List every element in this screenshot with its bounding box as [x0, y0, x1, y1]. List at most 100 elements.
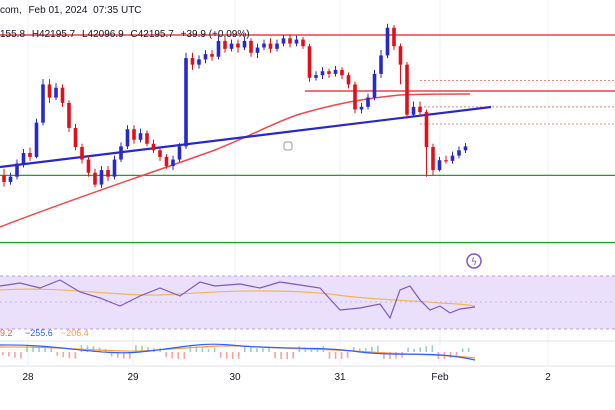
candle-body — [60, 87, 65, 103]
candle-body — [249, 40, 253, 53]
candle — [418, 101, 422, 117]
macd-histogram-bar — [389, 352, 391, 359]
candle — [171, 155, 175, 171]
candle — [353, 81, 357, 114]
alert-button[interactable]: ϟ — [466, 253, 482, 269]
candle — [372, 69, 377, 101]
candle-body — [210, 54, 214, 57]
time-axis: 28 29 30 31 Feb 2 — [22, 372, 551, 383]
macd-histogram-bar — [268, 346, 270, 352]
candle — [249, 38, 253, 57]
candle — [80, 143, 84, 164]
candle-body — [346, 75, 351, 85]
candle-body — [398, 46, 403, 65]
candle — [119, 142, 123, 163]
candle-body — [184, 58, 188, 147]
trendline-handle[interactable] — [283, 141, 293, 151]
macd-histogram-bar — [467, 348, 470, 352]
macd-histogram-bar — [352, 346, 355, 352]
candle-body — [262, 43, 266, 48]
macd-histogram-bar — [250, 346, 252, 352]
macd-histogram-bar — [80, 345, 83, 352]
macd-histogram-bar — [371, 346, 373, 352]
candle — [405, 62, 409, 119]
candle — [54, 83, 58, 101]
candle-body — [125, 129, 130, 147]
candle-body — [281, 38, 286, 44]
candle-body — [353, 84, 357, 110]
candle-body — [151, 143, 156, 151]
candle — [333, 65, 338, 77]
candle — [138, 128, 143, 143]
macd-histogram-bar — [413, 348, 415, 352]
candle-body — [138, 133, 143, 140]
macd-histogram-bar — [262, 348, 264, 352]
macd-histogram-bar — [383, 352, 385, 359]
candle-body — [145, 133, 149, 144]
macd-histogram-bar — [195, 346, 198, 352]
candle-body — [255, 47, 260, 53]
macd-histogram-bar — [358, 348, 361, 352]
candle-body — [444, 160, 448, 162]
macd-histogram-bar — [449, 352, 452, 359]
candle-body — [112, 159, 117, 177]
macd-histogram-bar — [207, 348, 210, 352]
candle-body — [73, 127, 78, 148]
candle — [431, 143, 435, 176]
candle — [340, 67, 344, 80]
candle — [223, 36, 227, 53]
macd-histogram-bar — [365, 348, 367, 352]
candle-body — [431, 147, 435, 171]
candle — [177, 143, 182, 163]
candle-body — [275, 43, 279, 49]
macd-histogram-bar — [340, 352, 343, 359]
candle-body — [216, 40, 221, 57]
macd-histogram-bar — [20, 352, 22, 359]
candle-body — [359, 106, 364, 110]
candle-body — [41, 84, 45, 123]
candle-body — [372, 73, 377, 98]
macd-histogram-bar — [141, 345, 143, 352]
candle — [242, 36, 247, 51]
candle-body — [93, 172, 97, 185]
macd-histogram-bar — [14, 352, 16, 358]
candle — [379, 50, 383, 78]
macd-histogram-bar — [38, 345, 40, 352]
candle-body — [223, 40, 227, 49]
candle — [93, 168, 97, 188]
candle — [437, 156, 442, 172]
macd-histogram-bar — [44, 346, 46, 352]
macd-histogram-bar — [431, 345, 434, 352]
chart-header: com, Feb 01, 2024 07:35 UTC — [0, 5, 142, 16]
candle — [424, 109, 429, 177]
candles — [2, 23, 468, 188]
candle — [359, 102, 364, 114]
candle — [106, 166, 110, 182]
alert-circle[interactable] — [466, 253, 482, 269]
candle — [67, 100, 71, 132]
candle-body — [164, 156, 169, 167]
open-value: 155.8 — [0, 29, 25, 40]
macd-line — [0, 343, 476, 361]
macd-label-3: −206.4 — [61, 328, 89, 338]
macd-histogram-bar — [32, 345, 34, 352]
macd-histogram-bar — [455, 352, 458, 358]
macd-histogram-bar — [461, 348, 464, 352]
high-value: H42195.7 — [32, 29, 76, 40]
candle — [398, 43, 403, 85]
candle-body — [67, 102, 71, 128]
candle-body — [418, 106, 422, 113]
candle — [346, 72, 351, 89]
macd-histogram-bar — [165, 352, 167, 358]
candle — [197, 55, 201, 69]
macd-histogram-bar — [346, 352, 349, 359]
candle — [236, 39, 240, 53]
candle-body — [457, 150, 461, 156]
macd-histogram-bar — [8, 352, 10, 357]
price-pane: ϟ com, Feb 01, 2024 07:35 UTC 155.8 H421… — [0, 0, 615, 366]
candle — [99, 166, 104, 188]
candle-body — [158, 150, 162, 157]
macd-histogram-bar — [92, 346, 95, 352]
candle-body — [301, 39, 305, 47]
candle-body — [190, 58, 195, 65]
